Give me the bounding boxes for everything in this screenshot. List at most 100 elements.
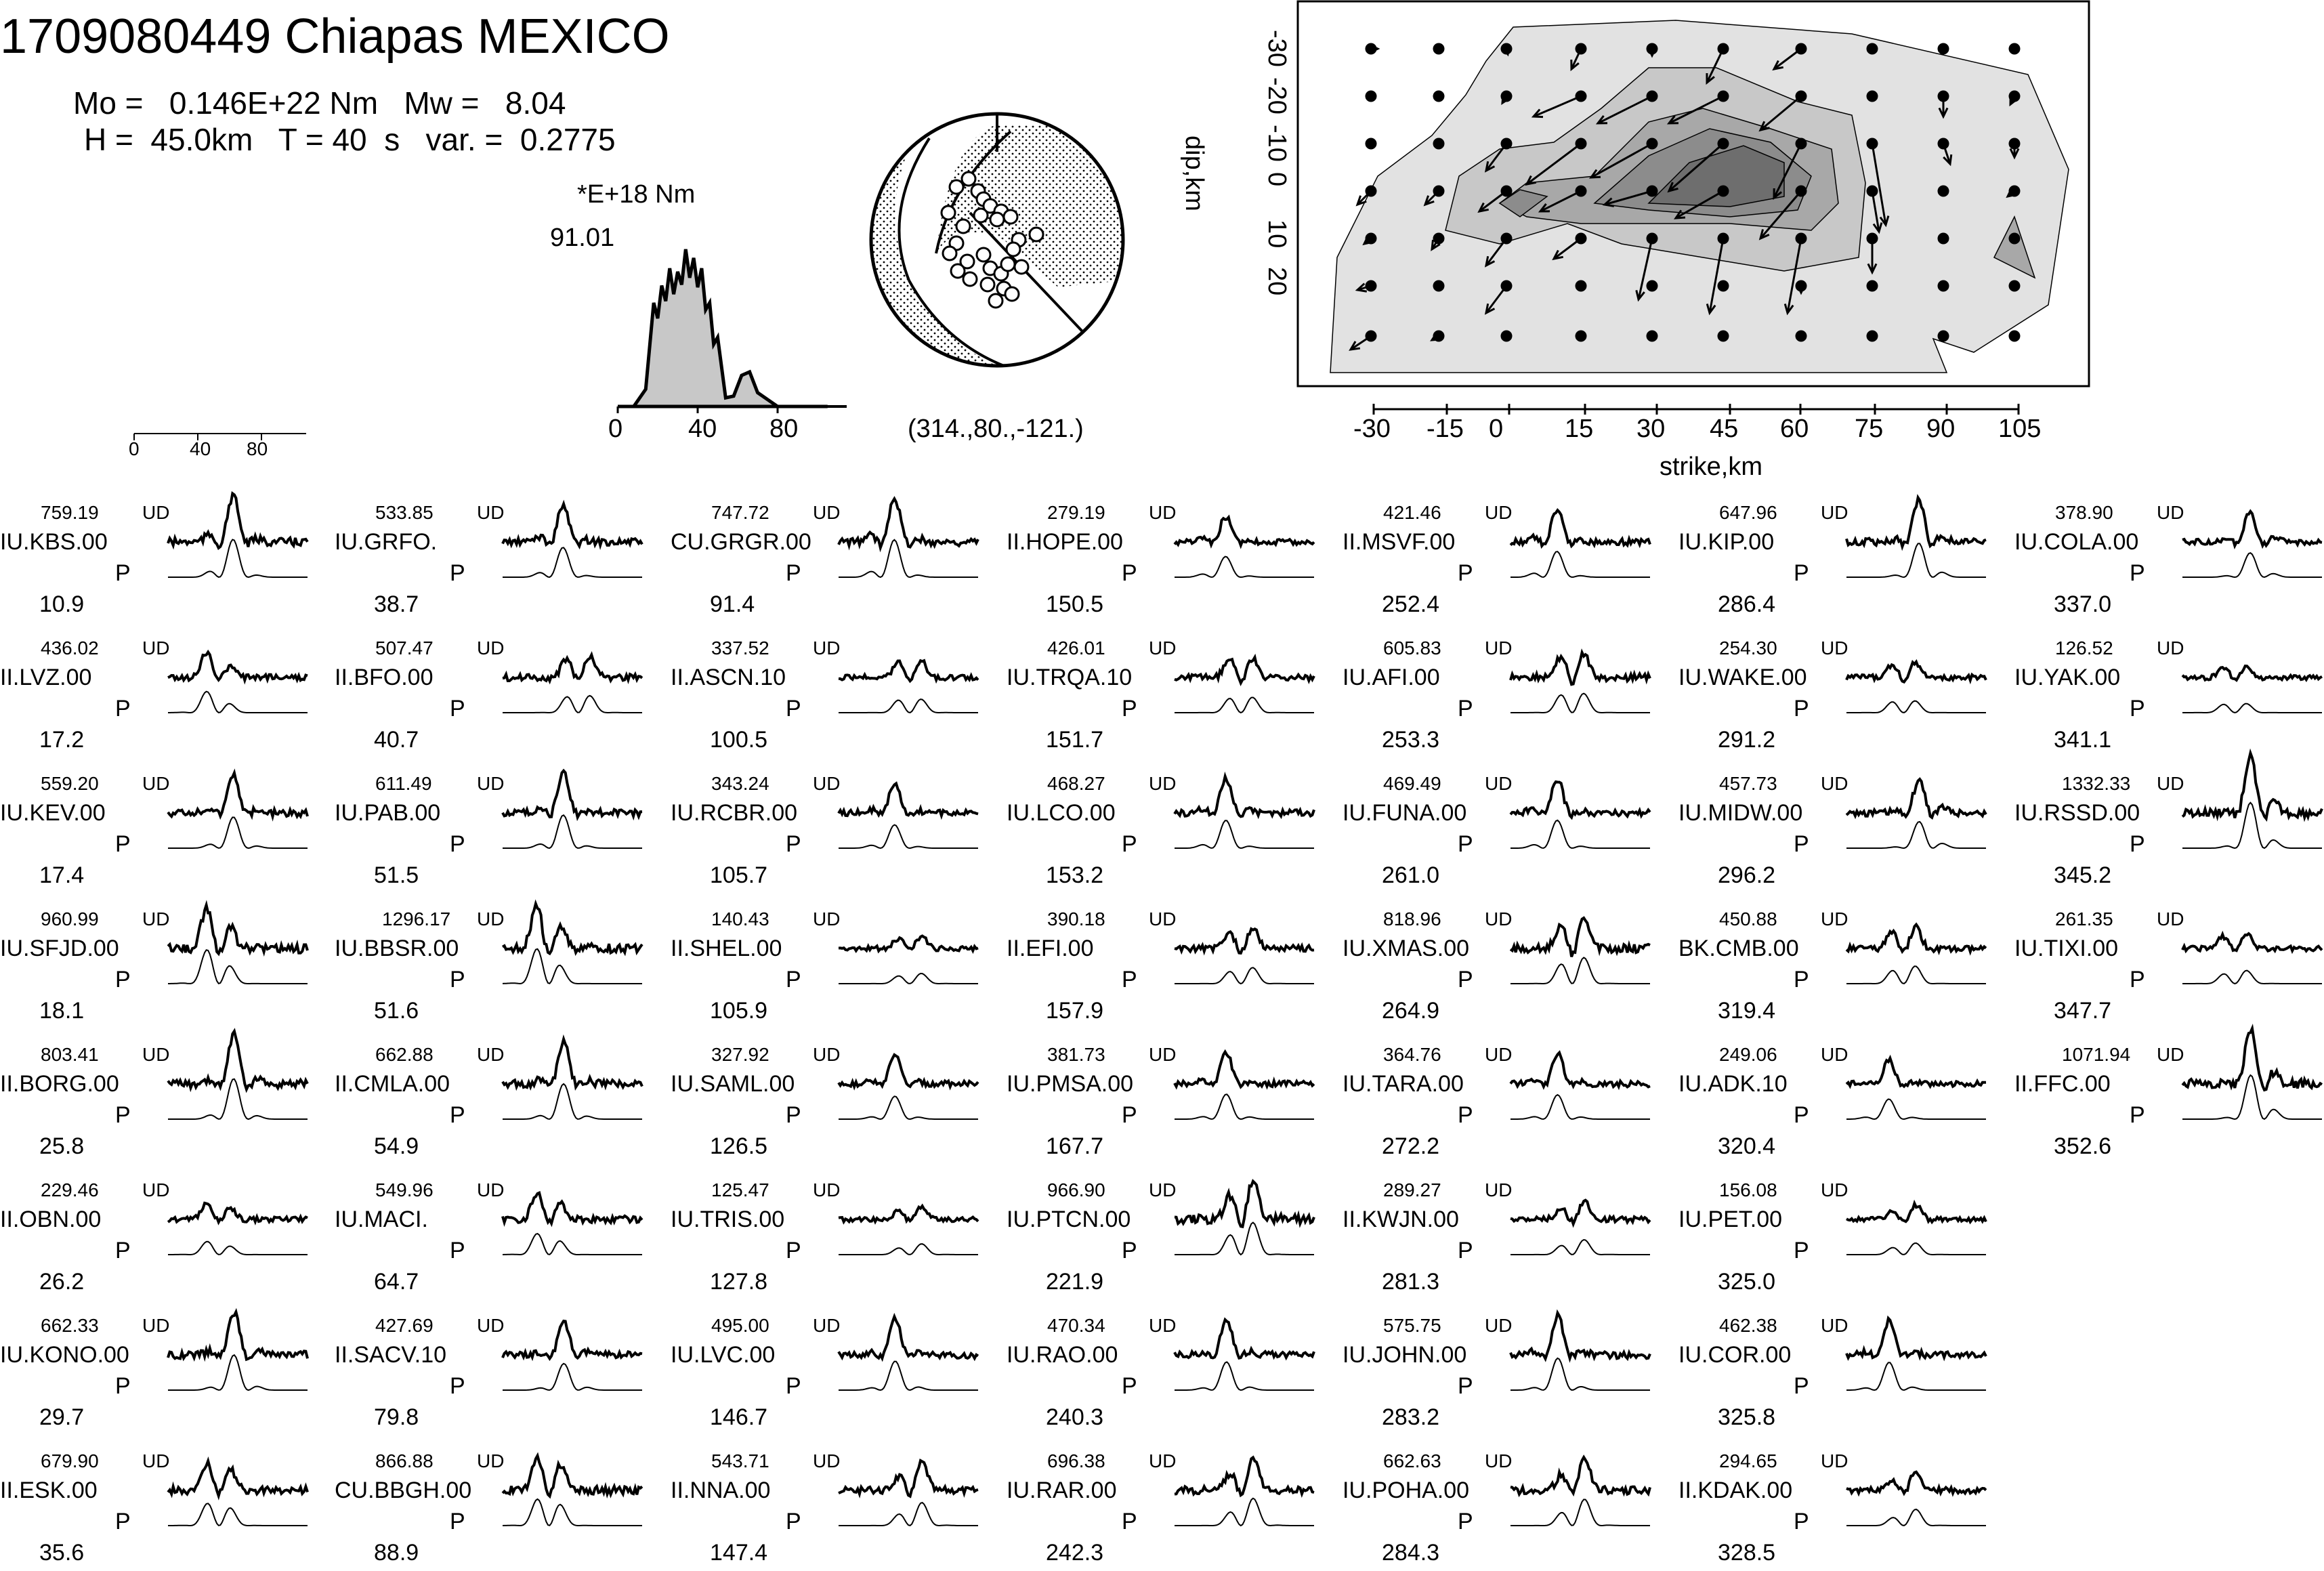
observed-waveform [2181,748,2323,822]
station-name: IU.MIDW.00 [1678,800,1803,826]
station-name: IU.YAK.00 [2014,665,2121,690]
slip-arrowhead [1362,234,1374,246]
polarity-marker [1005,241,1021,257]
station-phase: P [1458,1238,1473,1263]
station-amplitude: 254.30 [1719,637,1777,658]
synthetic-waveform [1846,700,1986,713]
observed-waveform [1509,648,1651,686]
synthetic-waveform [2182,703,2322,714]
station-component: UD [1149,773,1177,794]
station-phase: P [786,1102,801,1128]
observed-waveform [2182,509,2323,550]
station-phase: P [786,831,801,857]
synthetic-waveform [1846,543,1986,579]
slip-vector [1675,190,1724,219]
station-amplitude: 381.73 [1047,1044,1105,1065]
polarity-marker [950,263,966,279]
station-component: UD [813,1450,841,1471]
station-amplitude: 427.69 [375,1315,434,1336]
station-phase: P [1122,967,1137,992]
station-name: II.CMLA.00 [335,1071,450,1097]
synthetic-waveform [2182,1074,2322,1120]
slip-arrowhead [1635,290,1645,302]
observed-waveform [502,651,643,685]
station-name: IU.RAR.00 [1007,1478,1117,1503]
station-phase: P [1794,1509,1809,1534]
slip-vector [1668,142,1724,192]
station-name: IU.RAO.00 [1007,1342,1118,1368]
station-phase: P [450,1373,465,1399]
polarity-marker [989,211,1005,228]
scale-tick-40: 40 [190,438,211,459]
station-component: UD [1485,1315,1513,1336]
station-component: UD [1485,502,1513,523]
synthetic-waveform [502,948,642,985]
slip-vector [1597,95,1653,125]
station-azimuth: 18.1 [39,998,85,1024]
station-phase: P [1458,1373,1473,1399]
station-name: II.BORG.00 [0,1071,119,1097]
station-phase: P [115,831,131,857]
observed-waveform [167,1307,309,1362]
observed-waveform [1174,653,1315,687]
synthetic-waveform [1510,551,1650,578]
station-component: UD [1821,908,1848,929]
station-component: UD [142,502,170,523]
synthetic-waveform [168,1240,308,1255]
station-component: UD [813,1315,841,1336]
slip-vector [1479,190,1507,213]
stf-tick-40: 40 [688,415,717,443]
slip-vector [1570,48,1582,70]
slip-vector [1350,335,1372,351]
station-amplitude: 457.73 [1719,773,1777,794]
station-azimuth: 147.4 [710,1540,768,1566]
slip-node [1937,43,1949,55]
station-name: II.SACV.10 [335,1342,447,1368]
station-amplitude: 533.85 [375,502,434,523]
moment-line: Mo = 0.146E+22 Nm Mw = 8.04 [73,85,566,121]
slip-arrowhead [1423,195,1435,207]
slip-node [1365,90,1377,102]
station-component: UD [1821,1315,1848,1336]
slip-arrowhead [1647,46,1657,58]
station-phase: P [450,1238,465,1263]
stf-tick-0: 0 [608,415,623,443]
synthetic-waveform [1846,965,1986,984]
synthetic-waveform [168,539,308,579]
slip-arrowhead [1706,303,1716,316]
slip-arrowhead [1773,188,1783,201]
slip-node [1433,138,1445,150]
station-amplitude: 662.88 [375,1044,434,1065]
synthetic-waveform [1510,692,1650,713]
slip-xtick-label: 75 [1855,415,1884,443]
station-component: UD [1485,908,1513,929]
station-azimuth: 151.7 [1046,727,1104,753]
station-azimuth: 296.2 [1718,862,1776,888]
station-phase: P [1122,560,1137,586]
observed-waveform [1510,1454,1651,1498]
slip-vector [1708,238,1725,314]
slip-node [1365,138,1377,150]
stf-unit-label: *E+18 Nm [577,180,696,209]
station-name: IU.SAML.00 [671,1071,795,1097]
synthetic-waveform [1510,1093,1650,1120]
station-component: UD [813,908,841,929]
slip-node [1795,330,1807,342]
station-azimuth: 341.1 [2054,727,2112,753]
station-amplitude: 647.96 [1719,502,1777,523]
slip-arrowhead [1355,282,1368,293]
station-azimuth: 153.2 [1046,862,1104,888]
slip-arrowhead [1879,215,1890,228]
slip-arrowhead [1484,255,1496,268]
station-azimuth: 40.7 [374,727,419,753]
slip-vector [1668,95,1724,125]
slip-arrowhead [1674,209,1686,219]
station-component: UD [1821,1179,1848,1200]
slip-xtick-label: 105 [1998,415,2042,443]
synthetic-waveform [1175,820,1314,850]
slip-node [2008,280,2021,292]
station-amplitude: 229.46 [41,1179,99,1200]
synthetic-waveform [1846,1098,1986,1120]
station-amplitude: 696.38 [1047,1450,1105,1471]
station-amplitude: 960.99 [41,908,99,929]
